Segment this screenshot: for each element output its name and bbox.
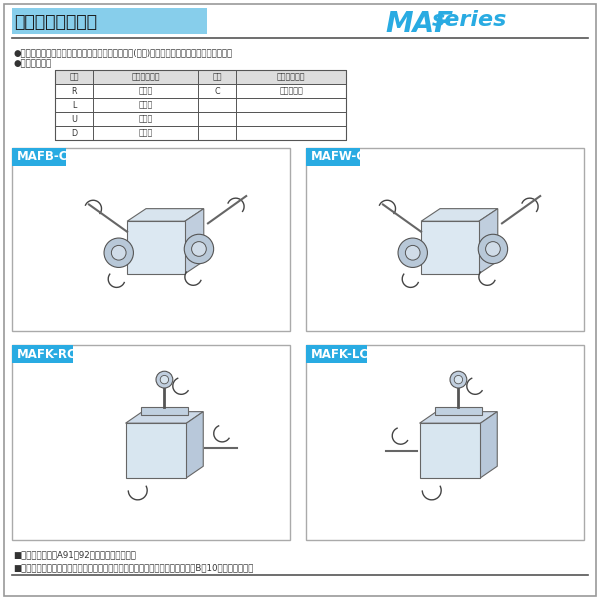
Text: 下　側: 下 側 — [139, 128, 152, 137]
Polygon shape — [421, 221, 479, 274]
Polygon shape — [479, 209, 498, 274]
Polygon shape — [419, 412, 497, 423]
Bar — [55, 70, 346, 84]
Text: ■特殊な取付状態については、当社へお問い合わせ下さい。なお、参考としてB－10をご覧下さい。: ■特殊な取付状態については、当社へお問い合わせ下さい。なお、参考としてB－10を… — [13, 563, 253, 572]
Text: 軸配置と回転方向: 軸配置と回転方向 — [14, 13, 97, 31]
Circle shape — [160, 376, 169, 384]
Text: 出力軸両軸: 出力軸両軸 — [279, 86, 303, 95]
Text: ●軸配置の記号: ●軸配置の記号 — [13, 59, 51, 68]
Bar — [55, 98, 346, 112]
Circle shape — [104, 238, 133, 268]
Bar — [55, 70, 346, 140]
Text: 記号: 記号 — [212, 73, 222, 82]
Bar — [306, 345, 367, 363]
Circle shape — [184, 234, 214, 263]
Bar — [12, 148, 66, 166]
Circle shape — [156, 371, 173, 388]
Polygon shape — [127, 209, 204, 221]
Text: MAFK-RC: MAFK-RC — [17, 347, 77, 361]
Text: R: R — [71, 86, 77, 95]
Circle shape — [450, 371, 467, 388]
Text: L: L — [72, 100, 76, 109]
Text: ■軸配置の詳細はA91・92を参照して下さい。: ■軸配置の詳細はA91・92を参照して下さい。 — [13, 550, 136, 559]
Text: series: series — [432, 10, 508, 30]
Bar — [12, 345, 290, 540]
Bar — [12, 148, 290, 331]
Circle shape — [398, 238, 427, 268]
Text: MAFK-LC: MAFK-LC — [311, 347, 369, 361]
Text: D: D — [71, 128, 77, 137]
Bar — [306, 148, 360, 166]
Text: 左　側: 左 側 — [139, 100, 152, 109]
Polygon shape — [142, 407, 187, 415]
Polygon shape — [125, 423, 187, 478]
Polygon shape — [435, 407, 482, 415]
Circle shape — [485, 242, 500, 256]
Text: 右　側: 右 側 — [139, 86, 152, 95]
Bar — [12, 345, 73, 363]
Text: 出力軸の方向: 出力軸の方向 — [131, 73, 160, 82]
Polygon shape — [185, 209, 204, 274]
Circle shape — [191, 242, 206, 256]
Text: 出力軸の方向: 出力軸の方向 — [277, 73, 305, 82]
Text: C: C — [214, 86, 220, 95]
Text: MAF: MAF — [385, 10, 453, 38]
Polygon shape — [127, 221, 185, 274]
Text: 記号: 記号 — [69, 73, 79, 82]
Circle shape — [454, 376, 463, 384]
Polygon shape — [125, 412, 203, 423]
Bar — [306, 148, 584, 331]
Polygon shape — [419, 423, 481, 478]
Text: ●軸配置は入力軸またはモータを手前にして出力軸(青色)の出ている方向で決定して下さい。: ●軸配置は入力軸またはモータを手前にして出力軸(青色)の出ている方向で決定して下… — [13, 48, 232, 57]
Bar — [55, 112, 346, 126]
Bar — [55, 126, 346, 140]
Bar — [55, 84, 346, 98]
Circle shape — [406, 245, 420, 260]
Text: U: U — [71, 115, 77, 124]
Circle shape — [112, 245, 126, 260]
Text: MAFB-C: MAFB-C — [17, 151, 68, 163]
Polygon shape — [481, 412, 497, 478]
Polygon shape — [187, 412, 203, 478]
Text: 上　側: 上 側 — [139, 115, 152, 124]
Bar — [12, 8, 207, 34]
Polygon shape — [421, 209, 498, 221]
Bar — [306, 345, 584, 540]
Text: MAFW-C: MAFW-C — [311, 151, 366, 163]
Circle shape — [478, 234, 508, 263]
